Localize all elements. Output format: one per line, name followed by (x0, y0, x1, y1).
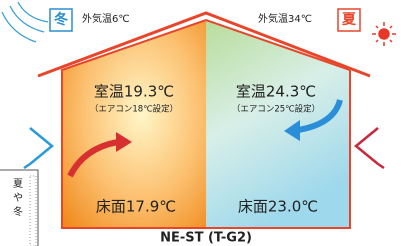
sun-ray (376, 40, 378, 42)
heat-chevron (356, 128, 378, 164)
sun-ray (390, 40, 392, 42)
wind-lines (2, 2, 48, 42)
winter-room-temp: 室温19.3℃ (94, 83, 174, 101)
side-note-text: 冬 (13, 205, 23, 218)
cold-chevron-tail (24, 164, 30, 168)
winter-label: 冬 (54, 11, 68, 28)
cold-chevron (30, 128, 52, 164)
winter-floor-temp: 床面17.9℃ (96, 198, 176, 216)
sun-ray (376, 26, 378, 28)
side-note-text: や (13, 192, 23, 204)
winter-outdoor: 外気温6℃ (82, 12, 130, 25)
summer-label: 夏 (342, 11, 357, 28)
wind-line (18, 2, 48, 22)
summer-outdoor: 外気温34℃ (258, 12, 312, 25)
sun-core (379, 29, 389, 39)
sun-icon (372, 22, 396, 46)
summer-floor-temp: 床面23.0℃ (238, 198, 318, 216)
winter-setting: （エアコン18℃設定） (90, 104, 178, 115)
page: {"winter": {"label": "冬", "outdoor": "外気… (0, 0, 404, 246)
sun-ray (390, 26, 392, 28)
side-note-text: 夏 (13, 178, 23, 190)
side-note: 夏 や 冬 (0, 170, 38, 246)
summer-setting: （エアコン25℃設定） (232, 104, 320, 115)
heat-chevron-tail (378, 164, 384, 168)
model-name: NE-ST (T-G2) (160, 231, 252, 246)
diagram: 夏 や 冬 冬 外気温6℃ 外気温34℃ 夏 室温19.3℃ (0, 0, 404, 246)
summer-room-temp: 室温24.3℃ (236, 83, 316, 101)
